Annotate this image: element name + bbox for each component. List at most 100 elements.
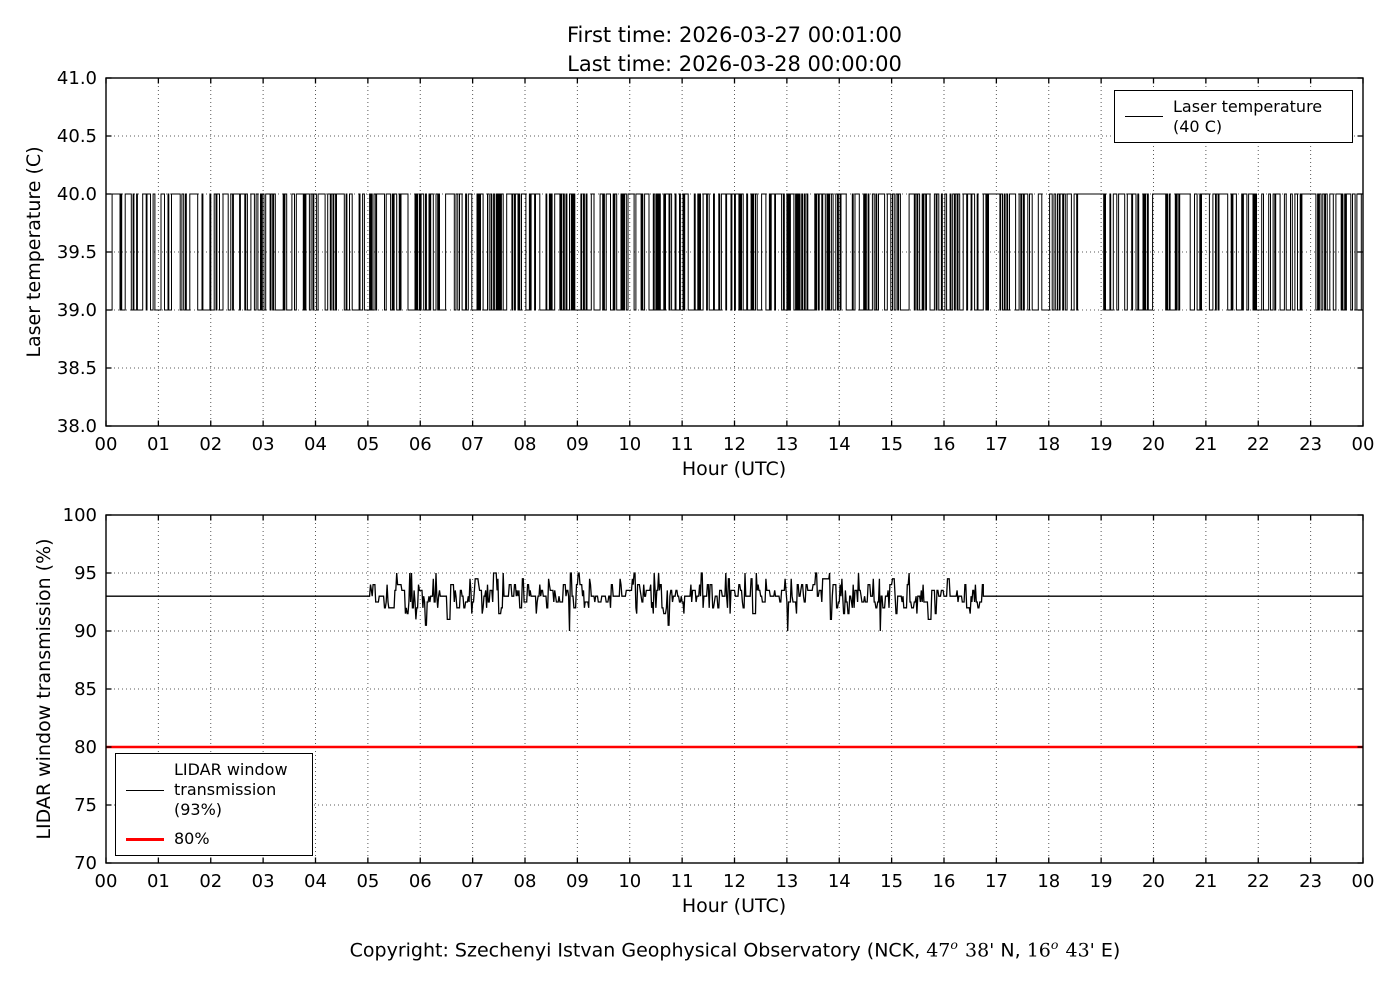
x-tick-label: 01 [147,434,170,455]
x-tick-label: 02 [199,871,222,892]
x-tick-label: 14 [828,871,851,892]
x-tick-label: 06 [409,871,432,892]
legend-label-line: LIDAR window [174,760,288,779]
x-tick-label: 14 [828,434,851,455]
copyright-part: o [950,937,959,952]
top-x-axis-label: Hour (UTC) [681,458,787,480]
x-tick-label: 00 [95,871,118,892]
x-tick-label: 23 [1299,871,1322,892]
y-tick-label: 40.0 [57,184,97,205]
x-tick-label: 13 [775,871,798,892]
y-tick-label: 39.0 [57,300,97,321]
transmission-series [106,572,1363,632]
copyright-part: E) [1100,939,1121,962]
legend-entry-transmission: LIDAR window transmission (93%) [116,760,312,820]
x-tick-label: 17 [985,434,1008,455]
x-tick-label: 10 [618,434,641,455]
x-tick-label: 17 [985,871,1008,892]
legend-label: LIDAR window transmission (93%) [174,760,288,820]
x-tick-label: 00 [1352,871,1375,892]
y-tick-label: 40.5 [57,126,97,147]
x-tick-label: 20 [1142,434,1165,455]
copyright-part: N, [1000,939,1027,962]
black-line-sample-icon [1125,116,1163,117]
x-tick-label: 21 [1194,871,1217,892]
x-tick-label: 23 [1299,434,1322,455]
figure-title: First time: 2026-03-27 00:01:00 Last tim… [106,21,1363,79]
x-tick-label: 22 [1247,871,1270,892]
x-tick-label: 18 [1037,871,1060,892]
red-line-sample-icon [126,837,164,841]
legend-label-line: (93%) [174,800,223,819]
copyright-part: 43' [1059,939,1101,962]
x-tick-label: 03 [252,434,275,455]
x-tick-label: 00 [95,434,118,455]
legend-entry-laser-temperature: Laser temperature (40 C) [1115,97,1352,137]
x-tick-label: 11 [671,434,694,455]
x-tick-label: 12 [723,871,746,892]
y-tick-label: 70 [74,853,97,874]
x-tick-label: 08 [514,871,537,892]
y-tick-label: 41.0 [57,68,97,89]
x-tick-label: 06 [409,434,432,455]
x-tick-label: 08 [514,434,537,455]
y-tick-label: 85 [74,679,97,700]
bottom-x-axis-label: Hour (UTC) [681,895,787,917]
x-tick-label: 22 [1247,434,1270,455]
legend-label-line: 80% [174,829,210,848]
y-tick-label: 90 [74,621,97,642]
copyright-part: 16 [1026,939,1051,962]
x-tick-label: 01 [147,871,170,892]
title-last-time: Last time: 2026-03-28 00:00:00 [567,52,902,76]
x-tick-label: 13 [775,434,798,455]
x-tick-label: 15 [880,871,903,892]
x-tick-label: 10 [618,871,641,892]
x-tick-label: 00 [1352,434,1375,455]
black-line-sample-icon [126,789,164,791]
x-tick-label: 07 [461,434,484,455]
x-tick-label: 20 [1142,871,1165,892]
legend-label: 80% [174,829,210,849]
x-tick-label: 16 [933,871,956,892]
y-tick-label: 95 [74,563,97,584]
x-tick-label: 21 [1194,434,1217,455]
legend-label: Laser temperature (40 C) [1173,97,1322,137]
legend-entry-80-percent: 80% [116,829,312,849]
copyright-part: o [1050,937,1060,952]
x-tick-label: 15 [880,434,903,455]
legend-label-line: (40 C) [1173,116,1223,136]
x-tick-label: 03 [252,871,275,892]
y-tick-label: 39.5 [57,242,97,263]
x-tick-label: 02 [199,434,222,455]
laser-temp-legend: Laser temperature (40 C) [1114,90,1353,143]
y-tick-label: 38.5 [57,358,97,379]
copyright-part: 47 [926,939,951,962]
x-tick-label: 16 [933,434,956,455]
laser-temperature-series [106,193,1363,311]
x-tick-label: 04 [304,871,327,892]
y-tick-label: 80 [74,737,97,758]
x-tick-label: 05 [356,434,379,455]
copyright-part: 38' [958,939,1001,962]
transmission-legend: LIDAR window transmission (93%) 80% [115,753,313,856]
x-tick-label: 07 [461,871,484,892]
copyright-part: Copyright: Szechenyi Istvan Geophysical … [349,939,927,962]
legend-label-line: Laser temperature [1173,96,1323,116]
x-tick-label: 18 [1037,434,1060,455]
x-tick-label: 19 [1090,434,1113,455]
legend-label-line: transmission [174,780,277,799]
x-tick-label: 09 [566,871,589,892]
y-tick-label: 75 [74,795,97,816]
y-tick-label: 38.0 [57,416,97,437]
laser-temp-y-axis-label: Laser temperature (C) [23,146,45,358]
copyright-text: Copyright: Szechenyi Istvan Geophysical … [70,937,1400,961]
x-tick-label: 19 [1090,871,1113,892]
x-tick-label: 12 [723,434,746,455]
transmission-y-axis-label: LIDAR window transmission (%) [33,538,55,840]
y-tick-label: 100 [63,505,97,526]
x-tick-label: 11 [671,871,694,892]
x-tick-label: 09 [566,434,589,455]
x-tick-label: 04 [304,434,327,455]
